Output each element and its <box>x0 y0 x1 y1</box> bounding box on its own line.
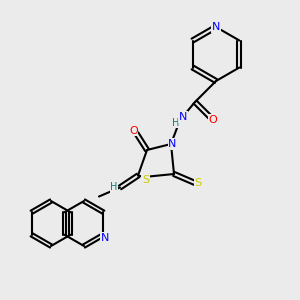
Text: N: N <box>168 139 177 149</box>
Text: O: O <box>208 115 217 125</box>
Text: N: N <box>212 22 220 32</box>
Text: H: H <box>172 118 179 128</box>
Text: O: O <box>129 125 138 136</box>
Text: S: S <box>194 178 202 188</box>
Text: H: H <box>110 182 118 193</box>
Text: N: N <box>101 233 109 243</box>
Text: S: S <box>142 175 149 185</box>
Text: N: N <box>179 112 187 122</box>
